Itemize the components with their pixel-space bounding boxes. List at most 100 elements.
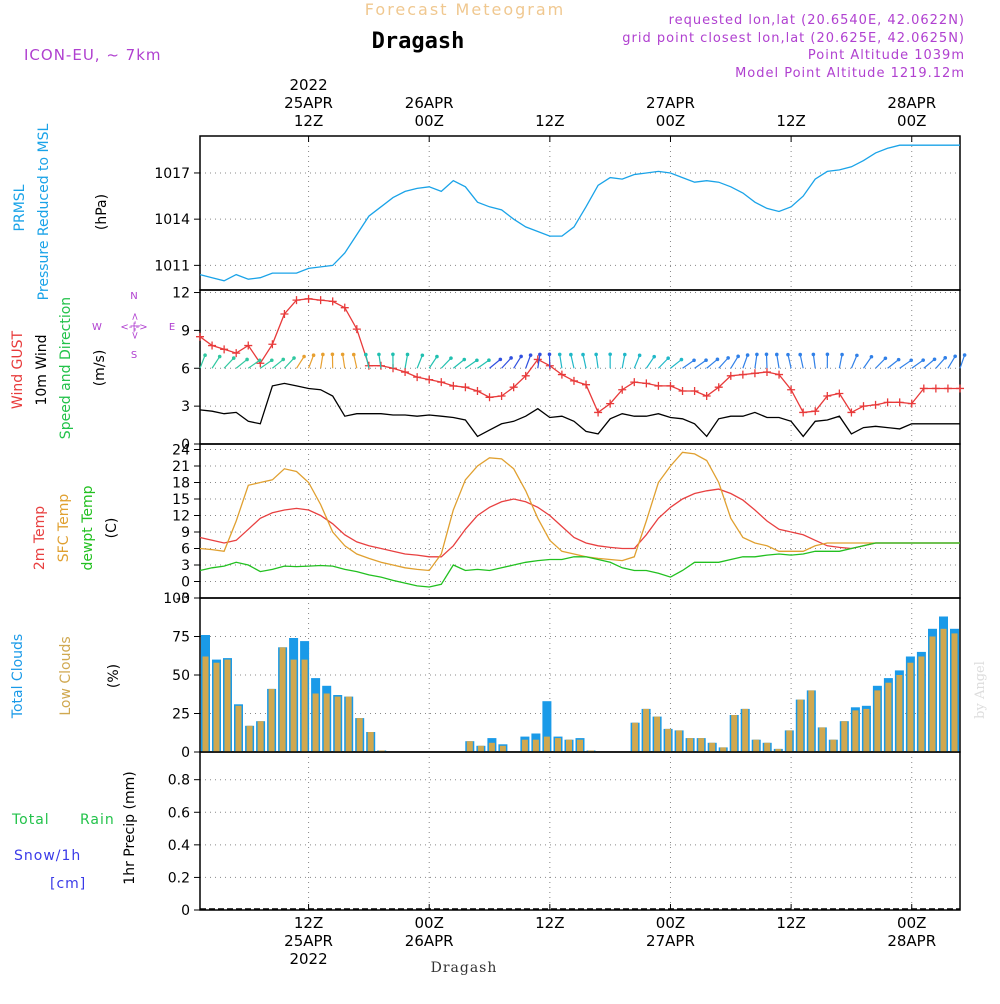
gust-marker <box>582 381 590 389</box>
low-cloud-bar <box>291 660 297 752</box>
wind-arrow <box>212 357 220 369</box>
ytick-label-wind-1: 3 <box>181 399 190 415</box>
gust-marker <box>473 387 481 395</box>
low-cloud-bar <box>797 700 803 752</box>
bottom-time-label-2-0: 12Z <box>535 914 564 932</box>
gust-marker <box>956 384 964 392</box>
top-time-label-2-0: 12Z <box>535 112 564 130</box>
wind-arrow-head <box>826 352 830 356</box>
precip-rain-label: Rain <box>80 812 115 828</box>
wind-arrow-head <box>232 356 236 360</box>
bottom-time-label-5-0: 00Z <box>897 914 926 932</box>
wind-arrow-head <box>812 353 816 357</box>
wind-arrow <box>658 358 668 368</box>
pressure-unit: (hPa) <box>94 194 110 230</box>
wind-arrow-head <box>909 359 913 363</box>
ytick-label-pressure-0: 1011 <box>154 258 190 274</box>
wind-arrow-head <box>292 356 296 360</box>
series-line-temperature-1 <box>200 452 960 570</box>
wind-arrow <box>888 360 899 369</box>
ytick-label-wind-4: 12 <box>172 286 190 302</box>
wind-arrow-head <box>341 353 345 357</box>
wind-arrow-head <box>406 353 410 357</box>
gust-marker <box>932 384 940 392</box>
compass-w: W <box>92 322 102 333</box>
gust-marker <box>220 345 228 353</box>
wind-arrow <box>284 358 294 368</box>
wind-arrow <box>490 359 501 368</box>
wind-arrow-head <box>558 353 562 357</box>
ytick-label-temperature-5: 12 <box>172 509 190 525</box>
wind-arrow-head <box>258 358 262 362</box>
ytick-label-wind-2: 6 <box>181 361 190 377</box>
low-cloud-bar <box>258 721 264 752</box>
wind-arrow <box>670 360 681 369</box>
bottom-time-label-0-0: 12Z <box>294 914 323 932</box>
gust-marker <box>763 368 771 376</box>
low-cloud-bar <box>467 741 473 752</box>
top-time-label-3-1: 00Z <box>656 112 685 130</box>
wind-arrow-head <box>855 354 859 358</box>
wind-arrow-head <box>548 352 552 356</box>
ytick-label-pressure-2: 1017 <box>154 166 190 182</box>
precip-labels: Total Rain Snow/1h [cm] 1hr Precip (mm) <box>11 771 138 892</box>
low-cloud-bar <box>225 660 231 752</box>
wind-arrow-head <box>704 358 708 362</box>
wind-arrow-head <box>377 353 381 357</box>
wind-arrow <box>912 360 923 368</box>
wind-arrow <box>948 356 955 368</box>
ytick-label-clouds-0: 0 <box>181 745 190 761</box>
gust-marker <box>799 408 807 416</box>
header-point-altitude: Point Altitude 1039m <box>808 48 965 63</box>
low-cloud-bar <box>885 683 891 752</box>
wind-arrow <box>695 360 706 368</box>
compass-n: N <box>130 291 137 302</box>
low-cloud-bar <box>830 740 836 752</box>
ytick-label-temperature-3: 6 <box>181 542 190 558</box>
low-cloud-bar <box>808 690 814 752</box>
wind-arrow <box>405 354 407 368</box>
cloud-unit: (%) <box>106 664 122 688</box>
wind-arrow <box>936 358 945 368</box>
low-cloud-bar <box>489 743 495 752</box>
low-cloud-bar <box>335 697 341 752</box>
low-cloud-bar <box>918 657 924 753</box>
gust-marker <box>425 376 433 384</box>
wind-labels: Wind GUST 10m Wind Speed and Direction (… <box>10 291 175 439</box>
wind-arrow-head <box>726 356 730 360</box>
low-cloud-bar <box>247 726 253 752</box>
wind-arrow <box>502 358 511 368</box>
wind-arrow <box>622 354 625 368</box>
gust-marker <box>353 325 361 333</box>
wind-arrow <box>876 358 886 368</box>
top-time-label-1-0: 26APR <box>405 94 454 112</box>
low-cloud-bar <box>566 740 572 752</box>
low-cloud-bar <box>941 629 947 752</box>
wind-arrow-head <box>638 354 642 358</box>
wind-arrow-head <box>963 353 967 357</box>
wind-arrow <box>743 355 748 368</box>
low-cloud-bar <box>896 675 902 752</box>
wind-arrow-head <box>755 353 759 357</box>
wind-arrow-head <box>462 358 466 362</box>
wind-arrow-head <box>569 353 573 357</box>
wind-arrow-head <box>933 357 937 361</box>
ytick-label-temperature-1: 0 <box>181 575 190 591</box>
gust-marker <box>305 295 313 303</box>
header-model: ICON-EU, ~ 7km <box>24 46 162 64</box>
gust-marker <box>884 398 892 406</box>
wind-arrow <box>851 355 856 368</box>
wind-arrow <box>719 358 728 368</box>
low-cloud-bar <box>874 690 880 752</box>
wind-arrow <box>560 354 562 368</box>
ytick-label-precip-3: 0.6 <box>168 805 190 821</box>
wind-arrow <box>441 358 451 368</box>
top-time-label-0-2: 12Z <box>294 112 323 130</box>
series-line-wind-1 <box>200 383 960 436</box>
ytick-label-precip-2: 0.4 <box>168 838 190 854</box>
wind-arrow <box>646 357 654 369</box>
low-cloud-bar <box>533 740 539 752</box>
wind-arrow <box>417 355 422 368</box>
low-cloud-bar <box>544 737 550 752</box>
wind-arrow-head <box>775 353 779 357</box>
